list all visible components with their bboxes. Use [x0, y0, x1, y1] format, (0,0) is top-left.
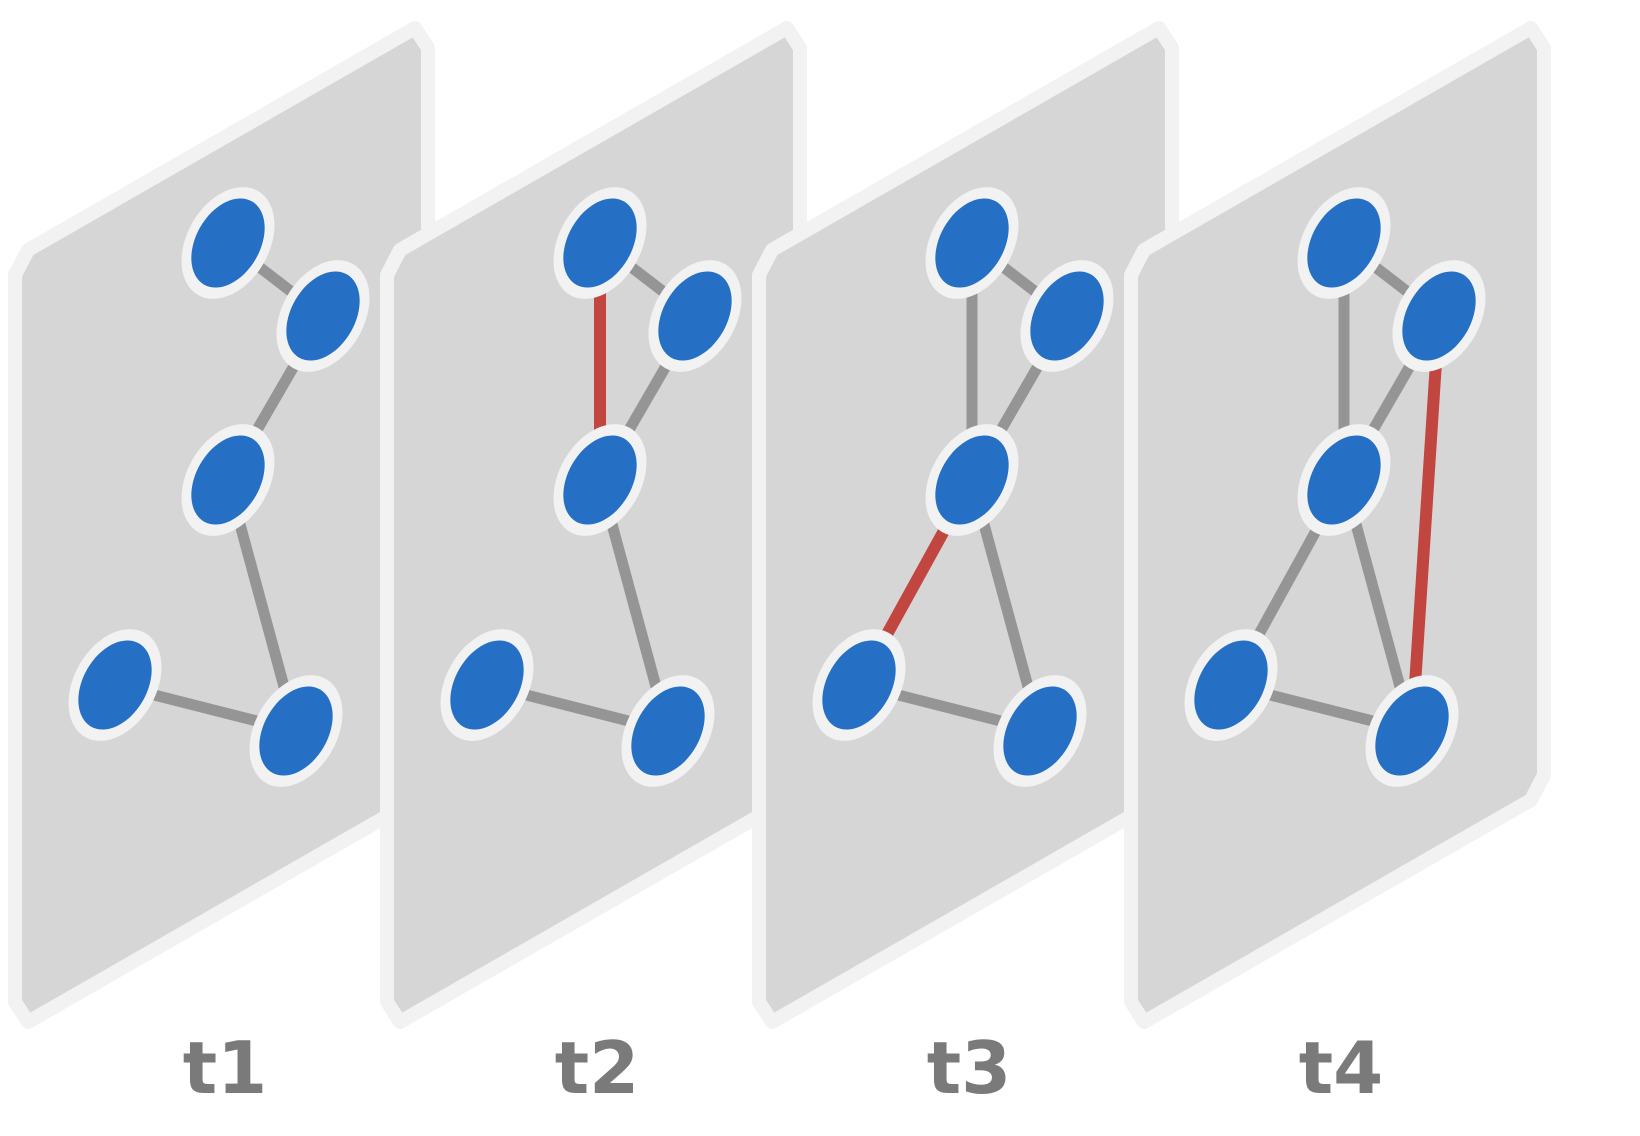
node-E-t4	[1365, 675, 1459, 787]
snapshot-t2: t2	[380, 21, 807, 1110]
snapshot-t3: t3	[752, 21, 1179, 1110]
node-D-t1	[68, 629, 162, 741]
node-E-t2	[621, 675, 715, 787]
node-D-t3	[812, 629, 906, 741]
node-C-t2	[553, 424, 647, 536]
snapshot-label-t3: t3	[927, 1026, 1012, 1110]
node-B-t2	[648, 260, 742, 372]
node-E-t1	[249, 675, 343, 787]
snapshot-t1: t1	[8, 21, 435, 1110]
node-B-t3	[1020, 260, 1114, 372]
snapshot-label-t2: t2	[555, 1026, 640, 1110]
node-C-t4	[1297, 424, 1391, 536]
snapshot-label-t4: t4	[1299, 1026, 1384, 1110]
snapshot-t4: t4	[1124, 21, 1551, 1110]
node-A-t4	[1297, 187, 1391, 299]
node-D-t4	[1184, 629, 1278, 741]
node-C-t3	[925, 424, 1019, 536]
new-edge-B-E-t4	[1406, 315, 1445, 732]
node-A-t3	[925, 187, 1019, 299]
node-B-t1	[276, 260, 370, 372]
snapshot-label-t1: t1	[183, 1026, 268, 1110]
node-E-t3	[993, 675, 1087, 787]
node-A-t1	[181, 187, 275, 299]
node-C-t1	[181, 424, 275, 536]
node-B-t4	[1392, 260, 1486, 372]
node-D-t2	[440, 629, 534, 741]
node-A-t2	[553, 187, 647, 299]
